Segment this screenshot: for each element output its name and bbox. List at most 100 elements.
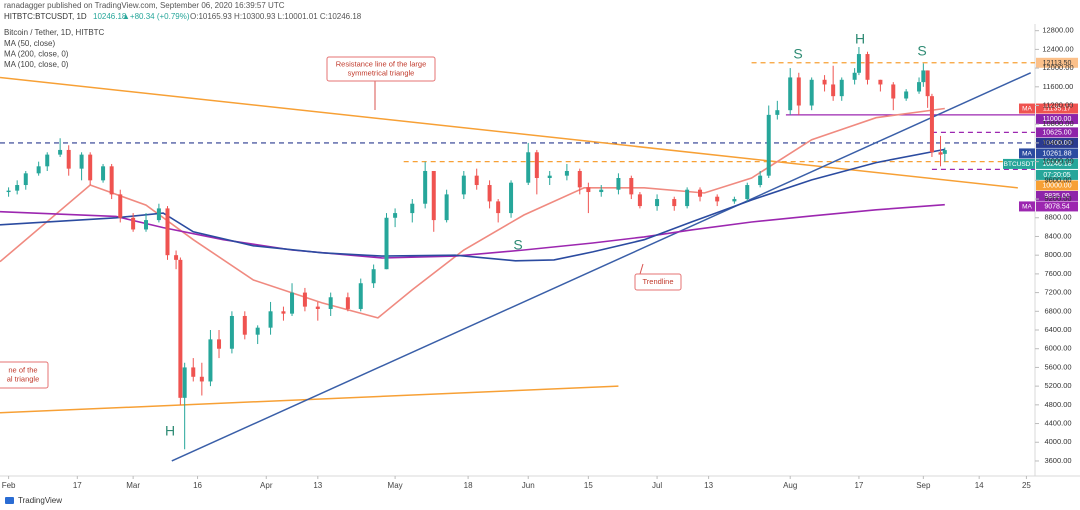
y-tick-label: 9600.00: [1044, 175, 1071, 184]
ma-line: [0, 107, 945, 319]
change: ▲+80.34 (+0.79%): [122, 12, 190, 21]
candle-body: [839, 79, 844, 97]
y-tick-label: 6800.00: [1044, 306, 1071, 315]
candle-body: [564, 170, 569, 176]
candle-body: [229, 315, 234, 349]
candle-body: [393, 213, 398, 218]
callout-box: [0, 361, 49, 389]
callout-text: Resistance line of the large: [336, 59, 426, 68]
y-tick-label: 6400.00: [1044, 325, 1071, 334]
candle-body: [577, 170, 582, 188]
plot-area: [0, 47, 1035, 462]
candle-body: [156, 208, 161, 221]
y-tick-label: 6000.00: [1044, 344, 1071, 353]
ma-line: [0, 148, 945, 262]
candle-body: [131, 217, 136, 230]
price-tag-label: 11000.00: [1043, 116, 1072, 123]
y-tick-label: 10800.00: [1042, 119, 1073, 128]
countdown: 07:20:05: [1043, 172, 1070, 179]
candle-body: [732, 199, 737, 202]
callout-text: al triangle: [7, 374, 40, 383]
callout-box: [634, 273, 682, 291]
candle-body: [290, 292, 295, 314]
last-price: 10246.18: [93, 12, 127, 21]
price-tag: [1036, 190, 1078, 201]
x-tick-label: 17: [854, 481, 863, 490]
price-tag: [1036, 158, 1078, 169]
callout-box: [326, 56, 436, 82]
candle-body: [165, 208, 170, 256]
ohlc: O:10165.93 H:10300.93 L:10001.01 C:10246…: [190, 12, 362, 21]
x-tick-label: Apr: [260, 481, 273, 490]
ma-line: [0, 203, 945, 259]
candle-body: [616, 178, 621, 190]
callout-text: ne of the: [8, 365, 37, 374]
candle-body: [917, 82, 922, 92]
candle-body: [586, 187, 591, 193]
x-tick-label: 17: [73, 481, 82, 490]
candle-body: [101, 166, 106, 181]
candle-body: [23, 173, 28, 186]
candle-body: [66, 149, 71, 169]
candle-body: [371, 269, 376, 284]
footer: TradingView: [5, 496, 62, 505]
callout-text: symmetrical triangle: [348, 68, 415, 77]
candle-body: [191, 367, 196, 377]
candle-body: [242, 315, 247, 335]
candle-body: [15, 185, 20, 191]
y-tick-label: 5600.00: [1044, 362, 1071, 371]
x-tick-label: Jul: [652, 481, 662, 490]
y-tick-label: 12000.00: [1042, 63, 1073, 72]
candle-body: [268, 311, 273, 328]
y-tick-label: 12400.00: [1042, 44, 1073, 53]
price-tag-prefix-box: [1019, 103, 1035, 114]
y-tick-label: 9200.00: [1044, 194, 1071, 203]
pattern-label: S: [513, 237, 522, 253]
callout-arrow: [639, 263, 644, 275]
price-tag: [1036, 148, 1078, 159]
legend-title: Bitcoin / Tether, 1D, HITBTC: [4, 28, 105, 37]
candle-body: [182, 367, 187, 398]
price-tag-label: 11135.17: [1043, 106, 1071, 113]
candle-body: [208, 339, 213, 382]
x-tick-label: 16: [193, 481, 202, 490]
candle-body: [655, 199, 660, 207]
y-tick-label: 10000.00: [1042, 157, 1073, 166]
candle-body: [796, 77, 801, 106]
price-tag-label: 10261.88: [1042, 151, 1071, 158]
price-tag-label: 10400.00: [1042, 140, 1071, 147]
candle-body: [302, 292, 307, 307]
published-line: ranadagger published on TradingView.com,…: [4, 1, 285, 10]
candle-body: [328, 297, 333, 309]
pattern-label: H: [855, 31, 865, 47]
candle-body: [685, 189, 690, 207]
candle-body: [788, 77, 793, 111]
price-tag-prefix: MA: [1022, 106, 1032, 113]
candle-body: [217, 339, 222, 349]
candle-body: [79, 154, 84, 169]
brand: TradingView: [18, 496, 62, 505]
candle-body: [509, 182, 514, 214]
candle-body: [637, 194, 642, 207]
candle-body: [856, 54, 861, 73]
legend-entry: MA (50, close): [4, 39, 55, 48]
candle-body: [929, 96, 934, 153]
x-tick-label: Feb: [2, 481, 16, 490]
price-tag-prefix: MA: [1022, 150, 1032, 157]
legend-entry: MA (200, close, 0): [4, 50, 69, 59]
candle-body: [921, 70, 926, 83]
price-tag-label: 10000.00: [1042, 183, 1071, 190]
x-tick-label: 14: [975, 481, 984, 490]
price-tag: [1036, 137, 1078, 148]
candle-body: [672, 199, 677, 207]
price-tag: [1036, 201, 1078, 212]
candle-body: [461, 175, 466, 195]
candle-body: [45, 154, 50, 167]
y-tick-label: 7600.00: [1044, 269, 1071, 278]
overlay: Bitcoin / Tether, 1D, HITBTC MA (50, clo…: [0, 28, 1078, 439]
candle-body: [942, 150, 947, 154]
price-tag-label: 10246.18: [1042, 161, 1071, 168]
y-tick-label: 11200.00: [1043, 100, 1074, 109]
